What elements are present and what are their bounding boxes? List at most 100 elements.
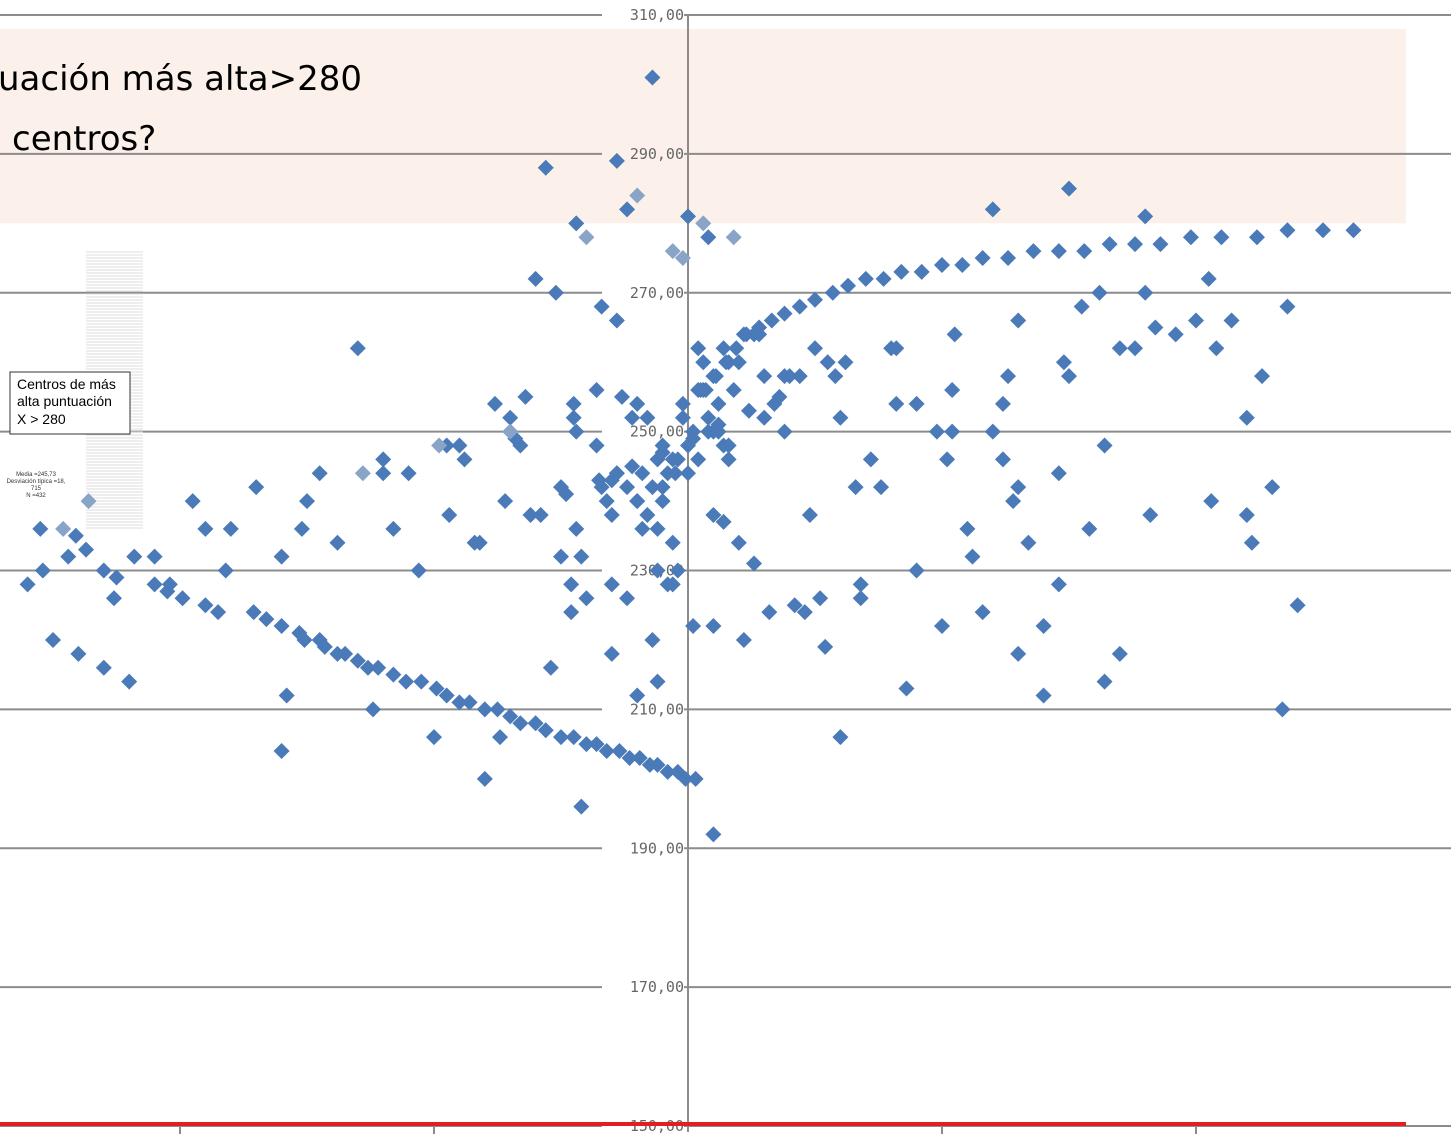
data-point — [359, 659, 376, 676]
data-point — [522, 506, 539, 523]
data-point — [654, 479, 671, 496]
data-point — [431, 437, 448, 454]
data-point — [685, 618, 702, 635]
data-point — [705, 368, 722, 385]
data-point — [489, 701, 506, 718]
y-tick-label-3: 210,00 — [630, 700, 684, 718]
data-point — [573, 548, 590, 565]
stats-mean: Media =245,73 — [16, 472, 57, 478]
data-point — [461, 694, 478, 711]
data-point — [954, 256, 971, 273]
data-point — [578, 736, 595, 753]
data-point — [946, 326, 963, 343]
data-point — [715, 437, 732, 454]
data-point — [908, 562, 925, 579]
data-point — [273, 743, 290, 760]
data-point — [1050, 576, 1067, 593]
data-point — [55, 520, 72, 537]
data-point — [456, 451, 473, 468]
data-point — [619, 479, 636, 496]
stats-sd: Desviación típica =18, — [7, 479, 66, 485]
data-point — [715, 340, 732, 357]
data-point — [197, 520, 214, 537]
data-point — [695, 354, 712, 371]
data-point — [573, 798, 590, 815]
data-point — [776, 305, 793, 322]
data-point — [316, 638, 333, 655]
data-point — [1055, 354, 1072, 371]
data-point — [649, 673, 666, 690]
data-point — [492, 729, 509, 746]
data-point — [502, 708, 519, 725]
data-point — [832, 409, 849, 426]
data-point — [197, 597, 214, 614]
data-point — [532, 506, 549, 523]
data-point — [654, 493, 671, 510]
data-point — [1073, 298, 1090, 315]
data-point — [1200, 270, 1217, 287]
data-point — [1111, 340, 1128, 357]
data-point — [763, 312, 780, 329]
data-point — [105, 590, 122, 607]
data-point — [565, 729, 582, 746]
data-point — [542, 659, 559, 676]
data-point — [34, 562, 51, 579]
data-point — [705, 618, 722, 635]
y-tick-label-8: 310,00 — [630, 6, 684, 24]
data-point — [1010, 312, 1027, 329]
data-point — [695, 215, 712, 232]
data-point — [598, 743, 615, 760]
data-point — [852, 590, 869, 607]
data-point — [725, 381, 742, 398]
data-point — [349, 340, 366, 357]
data-point — [1315, 222, 1331, 239]
data-point — [705, 506, 722, 523]
data-point — [649, 756, 666, 773]
data-point — [273, 618, 290, 635]
highlight-band — [0, 28, 1406, 224]
data-point — [222, 520, 239, 537]
data-point — [568, 423, 585, 440]
data-point — [45, 631, 61, 648]
data-point — [624, 409, 641, 426]
data-point — [217, 562, 234, 579]
data-point — [588, 381, 605, 398]
data-point — [598, 493, 615, 510]
data-point — [507, 430, 524, 447]
data-point — [974, 604, 991, 621]
data-point — [593, 298, 610, 315]
data-point — [476, 701, 493, 718]
data-point — [1096, 437, 1113, 454]
data-point — [608, 312, 625, 329]
histogram-stats: Media =245,73 Desviación típica =18, 715… — [7, 472, 66, 499]
data-point — [502, 409, 519, 426]
data-point — [934, 618, 950, 635]
data-point — [1182, 229, 1199, 246]
data-point — [95, 659, 112, 676]
highlight-title-line2: centros? — [12, 119, 156, 159]
data-point — [644, 631, 661, 648]
data-point — [791, 368, 808, 385]
data-point — [578, 229, 595, 246]
data-point — [964, 548, 981, 565]
data-point — [659, 465, 676, 482]
legend-box: Centros de más alta puntuación X > 280 — [9, 371, 131, 435]
data-point — [451, 694, 468, 711]
data-point — [476, 770, 493, 787]
data-point — [1274, 701, 1291, 718]
data-point — [654, 437, 671, 454]
data-point — [659, 763, 676, 780]
data-point — [619, 201, 636, 218]
data-point — [121, 673, 138, 690]
data-point — [690, 340, 707, 357]
data-point — [537, 159, 554, 176]
data-point — [629, 395, 646, 412]
data-point — [1020, 534, 1037, 551]
data-point — [796, 604, 813, 621]
data-point — [944, 423, 961, 440]
data-point — [761, 604, 778, 621]
data-point — [700, 229, 717, 246]
data-point — [1061, 180, 1077, 197]
data-point — [888, 340, 905, 357]
